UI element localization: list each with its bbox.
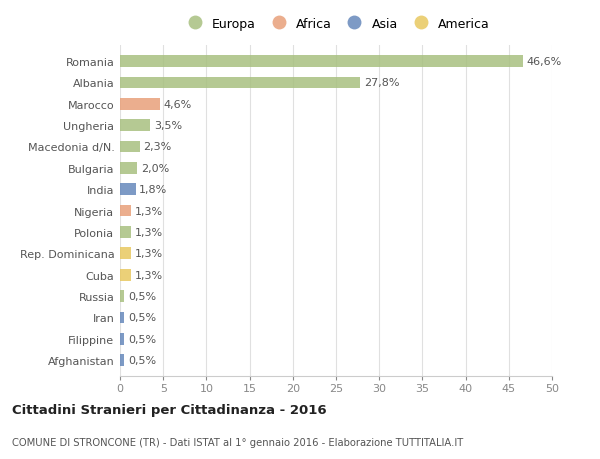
Bar [120, 56, 523, 68]
Text: 1,3%: 1,3% [134, 206, 163, 216]
Text: COMUNE DI STRONCONE (TR) - Dati ISTAT al 1° gennaio 2016 - Elaborazione TUTTITAL: COMUNE DI STRONCONE (TR) - Dati ISTAT al… [12, 437, 463, 447]
Bar [120, 354, 124, 366]
Text: 1,3%: 1,3% [134, 270, 163, 280]
Text: 46,6%: 46,6% [526, 57, 562, 67]
Bar [120, 333, 124, 345]
Bar [120, 269, 131, 281]
Text: 1,8%: 1,8% [139, 185, 167, 195]
Bar [120, 205, 131, 217]
Bar [120, 227, 131, 238]
Text: 0,5%: 0,5% [128, 291, 156, 302]
Text: 4,6%: 4,6% [163, 100, 191, 110]
Text: 0,5%: 0,5% [128, 313, 156, 323]
Text: 3,5%: 3,5% [154, 121, 182, 131]
Text: 1,3%: 1,3% [134, 249, 163, 259]
Text: 1,3%: 1,3% [134, 228, 163, 237]
Bar [120, 162, 137, 174]
Bar [120, 312, 124, 324]
Text: 0,5%: 0,5% [128, 355, 156, 365]
Bar [120, 78, 360, 89]
Bar [120, 184, 136, 196]
Bar [120, 99, 160, 111]
Text: Cittadini Stranieri per Cittadinanza - 2016: Cittadini Stranieri per Cittadinanza - 2… [12, 403, 326, 416]
Bar [120, 291, 124, 302]
Bar [120, 141, 140, 153]
Text: 2,0%: 2,0% [141, 163, 169, 174]
Text: 0,5%: 0,5% [128, 334, 156, 344]
Legend: Europa, Africa, Asia, America: Europa, Africa, Asia, America [179, 15, 493, 33]
Bar [120, 248, 131, 260]
Bar [120, 120, 150, 132]
Text: 27,8%: 27,8% [364, 78, 399, 88]
Text: 2,3%: 2,3% [143, 142, 172, 152]
